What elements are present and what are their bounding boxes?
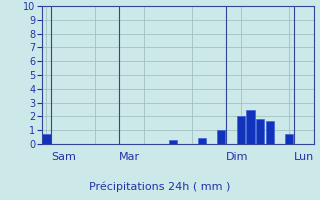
- Bar: [285, 134, 293, 144]
- Bar: [256, 119, 264, 144]
- Text: Sam: Sam: [51, 152, 76, 162]
- Bar: [169, 140, 177, 144]
- Text: Dim: Dim: [226, 152, 249, 162]
- Bar: [246, 110, 255, 144]
- Bar: [266, 121, 274, 144]
- Text: Lun: Lun: [294, 152, 315, 162]
- Bar: [236, 116, 245, 144]
- Bar: [42, 134, 51, 144]
- Bar: [198, 138, 206, 144]
- Bar: [217, 130, 226, 144]
- Text: Mar: Mar: [119, 152, 140, 162]
- Text: Précipitations 24h ( mm ): Précipitations 24h ( mm ): [89, 182, 231, 192]
